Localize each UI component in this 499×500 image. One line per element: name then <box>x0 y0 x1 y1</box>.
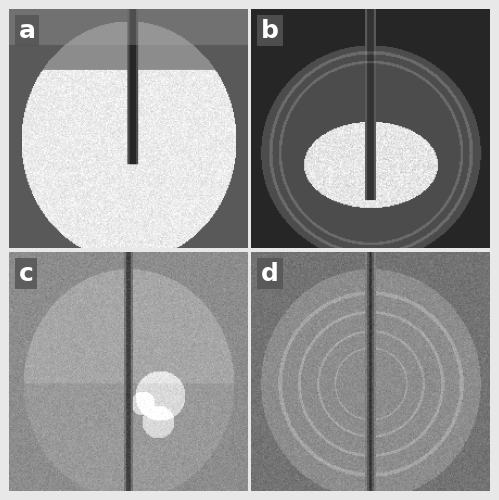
Text: b: b <box>261 18 279 42</box>
Text: d: d <box>261 262 279 285</box>
Text: c: c <box>18 262 33 285</box>
Text: a: a <box>18 18 35 42</box>
